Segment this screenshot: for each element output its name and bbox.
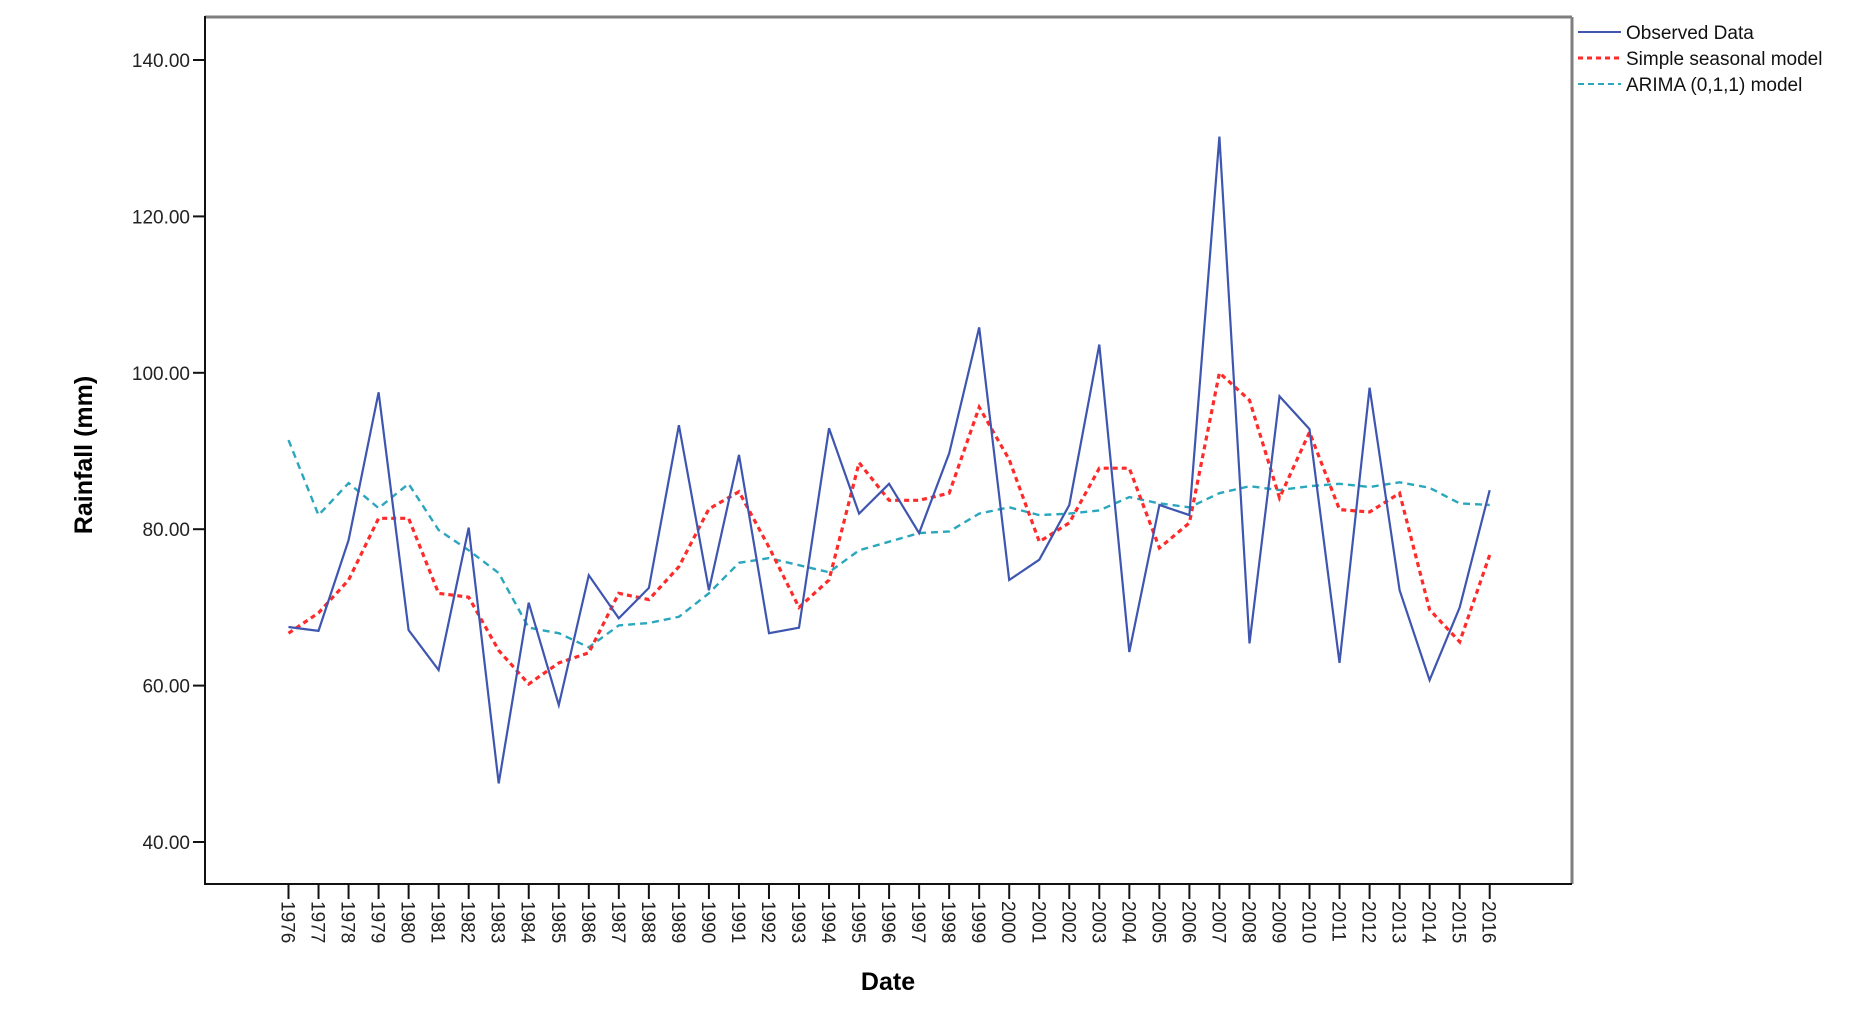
y-tick-label: 100.00 <box>132 364 190 385</box>
y-tick-label: 40.00 <box>142 833 190 854</box>
x-tick-label: 2015 <box>1448 901 1469 943</box>
y-tick-label: 80.00 <box>142 520 190 541</box>
x-tick-label: 1976 <box>277 901 298 943</box>
x-tick-label: 1989 <box>667 901 688 943</box>
plot-frame <box>204 15 1574 885</box>
x-tick-label: 2009 <box>1267 901 1288 943</box>
x-tick-label: 1990 <box>697 901 718 943</box>
x-tick-label: 2004 <box>1117 901 1138 944</box>
x-tick-label: 1996 <box>877 901 898 943</box>
legend-item-observed: Observed Data <box>1578 23 1754 44</box>
series-line-observed-data <box>288 136 1491 784</box>
x-tick-label: 1995 <box>847 901 868 943</box>
x-axis-ticks: 1976 1977 1978 1979 1980 1981 1982 1983 1984 1985… <box>277 884 1499 944</box>
y-tick-label: 120.00 <box>132 207 190 228</box>
x-tick-label: 2006 <box>1177 901 1198 943</box>
x-tick-label: 1999 <box>967 901 988 943</box>
x-tick-label: 1998 <box>937 901 958 943</box>
x-tick-label: 1977 <box>307 901 328 943</box>
x-tick-label: 2000 <box>997 901 1018 943</box>
legend-label: ARIMA (0,1,1) model <box>1626 75 1802 96</box>
x-tick-label: 1997 <box>907 901 928 943</box>
x-tick-label: 2007 <box>1207 901 1228 943</box>
x-tick-label: 1986 <box>577 901 598 943</box>
x-tick-label: 1987 <box>607 901 628 943</box>
x-tick-label: 1994 <box>817 901 838 944</box>
x-tick-label: 2011 <box>1328 901 1349 942</box>
x-tick-label: 2013 <box>1388 901 1409 943</box>
x-tick-label: 1992 <box>757 901 778 943</box>
x-tick-label: 1993 <box>787 901 808 943</box>
x-tick-label: 1991 <box>727 901 748 943</box>
x-tick-label: 2002 <box>1057 901 1078 943</box>
x-tick-label: 2010 <box>1298 901 1319 943</box>
x-tick-label: 2012 <box>1358 901 1379 943</box>
y-axis-ticks: 40.00 60.00 80.00 100.00 120.00 140.00 <box>132 51 205 854</box>
x-tick-label: 1980 <box>397 901 418 943</box>
x-tick-label: 1978 <box>337 901 358 943</box>
series-line-simple-seasonal-model <box>287 369 1492 687</box>
y-tick-label: 60.00 <box>142 677 190 698</box>
series-lines <box>287 136 1492 784</box>
x-tick-label: 1982 <box>457 901 478 943</box>
x-tick-label: 1981 <box>427 901 448 943</box>
x-tick-label: 2014 <box>1418 901 1439 944</box>
legend-item-arima: ARIMA (0,1,1) model <box>1578 75 1802 96</box>
x-tick-label: 1985 <box>547 901 568 943</box>
x-axis-title: Date <box>861 968 915 996</box>
legend-label: Observed Data <box>1626 23 1754 44</box>
x-tick-label: 2001 <box>1027 901 1048 943</box>
x-tick-label: 1983 <box>487 901 508 943</box>
y-tick-label: 140.00 <box>132 51 190 72</box>
y-axis-title: Rainfall (mm) <box>70 376 98 534</box>
series-line-arima-0-1-1-model <box>287 439 1490 649</box>
x-tick-label: 1984 <box>517 901 538 944</box>
x-tick-label: 2008 <box>1237 901 1258 943</box>
legend: Observed Data Simple seasonal model ARIM… <box>1578 23 1822 96</box>
legend-item-seasonal: Simple seasonal model <box>1578 49 1822 70</box>
x-tick-label: 1979 <box>367 901 388 943</box>
x-tick-label: 2005 <box>1147 901 1168 943</box>
x-tick-label: 2016 <box>1478 901 1499 943</box>
legend-label: Simple seasonal model <box>1626 49 1822 70</box>
x-tick-label: 1988 <box>637 901 658 943</box>
x-tick-label: 2003 <box>1087 901 1108 943</box>
